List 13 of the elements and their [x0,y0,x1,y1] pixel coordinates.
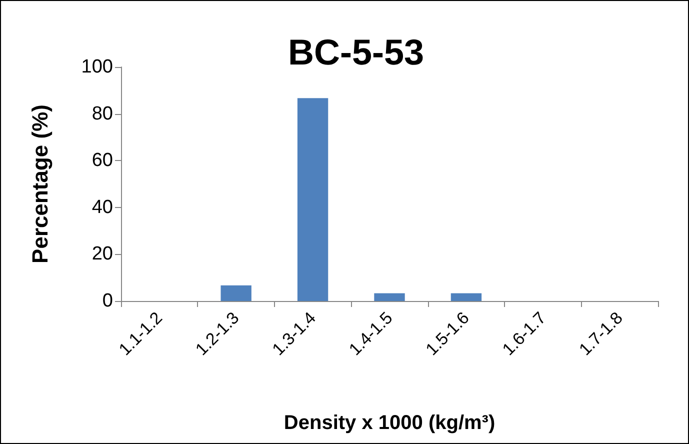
y-axis-title: Percentage (%) [28,104,52,264]
x-axis-title: Density x 1000 (kg/m³) [284,412,496,434]
y-tick-label: 60 [92,150,113,172]
bar [220,285,252,301]
bar [297,98,328,301]
chart-title: BC-5-53 [288,32,424,72]
y-tick-label: 100 [81,56,113,78]
bar [374,293,405,301]
y-tick-label: 40 [92,196,113,218]
y-tick-label: 20 [92,244,113,265]
y-tick-label: 0 [102,290,113,312]
bar [450,293,482,301]
y-tick-label: 80 [92,103,113,124]
